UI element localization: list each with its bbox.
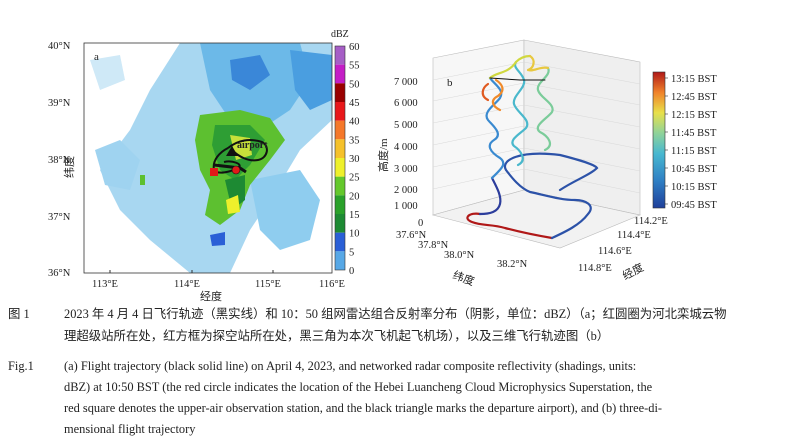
colorbar-segment [335,195,345,214]
z-tick: 3 000 [394,164,418,175]
lon-tick: 115°E [255,279,281,290]
caption-en-label: Fig.1 [8,359,34,373]
flight-trajectory-3d [466,54,599,240]
panel-b-lat-label: 纬度 [451,268,476,289]
z-tick: 1 000 [394,201,418,212]
z-tick: 7 000 [394,77,418,88]
colorbar-tick: 35 [349,135,360,146]
colorbar-segment [335,102,345,121]
z-tick: 0 [418,218,423,229]
colorbar-tick: 55 [349,61,360,72]
superstation-red-circle [231,165,241,175]
back-left-pane [432,39,525,216]
colorbar-segment [335,251,345,270]
colorbar-segment [335,139,345,158]
colorbar-tick: 50 [349,79,360,90]
panel-a: a airport 113°E 114°E 115°E 116°E 经度 40°… [48,29,360,303]
lon-tick-3d: 114.8°E [578,263,612,274]
colorbar-segment [335,120,345,140]
time-colorbar: 13:15 BST 12:45 BST 12:15 BST 11:45 BST 11:1… [652,71,717,211]
time-colorbar-tick: 10:15 BST [671,182,717,193]
panel-b: b 7 000 6 000 5 000 4 000 3 000 2 000 1 … [376,39,717,289]
lon-tick-3d: 114.4°E [617,230,651,241]
colorbar-tick: 10 [349,229,360,240]
lat-tick: 39°N [48,98,71,109]
upper-air-station-red-square [210,168,218,176]
colorbar-tick: 60 [349,42,360,53]
time-colorbar-tick: 13:15 BST [671,74,717,85]
lat-tick-3d: 37.6°N [396,230,427,241]
panel-a-lat-axis: 40°N 39°N 38°N 37°N 36°N [48,41,71,279]
caption-en-line1: (a) Flight trajectory (black solid line)… [64,359,637,373]
colorbar-tick: 0 [349,266,354,277]
lat-tick: 36°N [48,268,71,279]
time-colorbar-tick: 11:15 BST [671,146,717,157]
colorbar-tick: 20 [349,191,360,202]
time-colorbar-tick: 09:45 BST [671,200,717,211]
time-colorbar-tick: 11:45 BST [671,128,717,139]
colorbar-segment [335,214,345,233]
lat-tick: 40°N [48,41,71,52]
panel-b-zlabel: 高度/m [376,138,390,172]
z-tick: 5 000 [394,120,418,131]
time-colorbar-tick: 12:15 BST [671,110,717,121]
time-colorbar-tick: 12:45 BST [671,92,717,103]
panel-b-lat-axis: 37.6°N 37.8°N 38.0°N 38.2°N [396,230,528,270]
lon-tick: 114°E [174,279,200,290]
panel-b-lon-label: 经度 [620,260,646,283]
lon-tick: 116°E [319,279,345,290]
caption-en-line4: mensional flight trajectory [64,422,196,436]
time-colorbar-tick: 10:45 BST [671,164,717,175]
colorbar-title: dBZ [331,29,349,40]
lon-tick-3d: 114.6°E [598,246,632,257]
colorbar-segment [335,158,345,177]
panel-a-xlabel: 经度 [200,289,222,303]
z-tick: 4 000 [394,142,418,153]
caption-cn-line1: 2023 年 4 月 4 日飞行轨迹（黑实线）和 10：50 组网雷达组合反射率… [64,307,727,321]
caption-en-line2: dBZ) at 10:50 BST (the red circle indica… [64,380,653,394]
back-right-pane [523,39,641,216]
caption-en-line3: red square denotes the upper-air observa… [64,401,663,415]
lon-tick: 113°E [92,279,118,290]
caption-cn-line2: 理超级站所在处，红方框为探空站所在处，黑三角为本次飞机起飞机场），以及三维飞行轨… [64,329,610,343]
colorbar-segment [335,64,345,84]
colorbar-tick: 5 [349,247,354,258]
panel-a-lon-axis: 113°E 114°E 115°E 116°E [92,270,345,290]
map-frame [83,42,333,274]
panel-a-label: a [94,51,99,63]
colorbar-tick: 30 [349,154,360,165]
panel-b-lon-axis: 114.2°E 114.4°E 114.6°E 114.8°E [578,216,668,274]
lat-tick-3d: 38.2°N [497,259,528,270]
z-tick: 6 000 [394,98,418,109]
colorbar-segment [335,232,345,252]
colorbar-frame [334,45,346,271]
lat-tick-3d: 38.0°N [444,250,475,261]
colorbar-tick: 25 [349,173,360,184]
lat-tick-3d: 37.8°N [418,240,449,251]
panel-a-ylabel: 纬度 [62,156,76,178]
lat-tick: 38°N [48,155,71,166]
z-tick: 2 000 [394,185,418,196]
colorbar-tick: 15 [349,210,360,221]
colorbar-segment [335,83,345,102]
airport-triangle-marker [226,146,238,156]
caption-cn-label: 图 1 [8,307,30,321]
lon-tick-3d: 114.2°E [634,216,668,227]
lat-tick: 37°N [48,212,71,223]
colorbar-segment [335,176,345,196]
colorbar-tick: 45 [349,98,360,109]
radar-reflectivity-map [84,43,332,273]
panel-b-label: b [447,77,453,89]
colorbar-tick: 40 [349,117,360,128]
panel-b-z-axis: 7 000 6 000 5 000 4 000 3 000 2 000 1 00… [394,77,423,229]
colorbar-segment [335,46,345,65]
airport-label: airport [237,140,268,151]
